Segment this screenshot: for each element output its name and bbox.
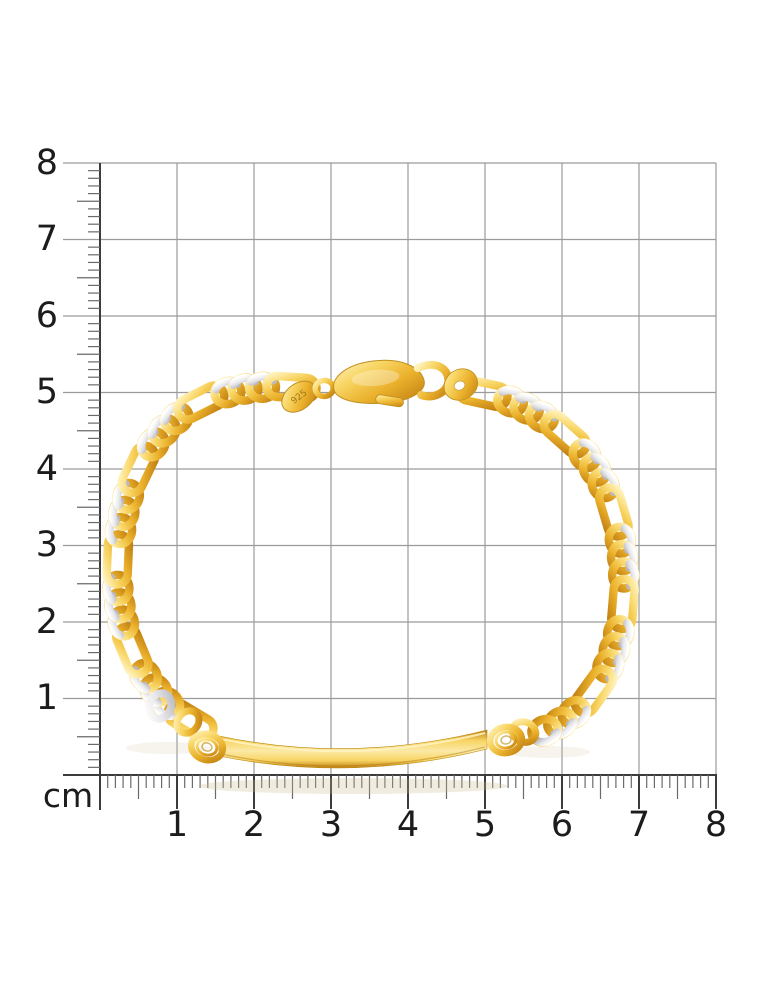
y-tick-label-4: 4 — [35, 449, 58, 489]
y-tick-label-5: 5 — [35, 372, 58, 412]
measurement-grid — [63, 162, 717, 775]
plate-connector-right — [486, 723, 526, 757]
y-tick-label-8: 8 — [35, 143, 58, 183]
x-tick-label-5: 5 — [473, 805, 497, 845]
hallmark-tag: 925 — [281, 380, 317, 413]
y-tick-label-1: 1 — [35, 678, 58, 718]
unit-label-cm: cm — [42, 776, 94, 815]
bracelet: 925 — [102, 359, 640, 794]
clasp-trigger — [375, 394, 404, 408]
x-tick-label-3: 3 — [319, 805, 343, 845]
end-connector — [443, 368, 478, 401]
axis-rulers — [63, 163, 717, 810]
y-tick-label-6: 6 — [35, 296, 58, 336]
joiner-link — [173, 707, 203, 737]
y-tick-label-7: 7 — [35, 219, 58, 259]
x-tick-label-4: 4 — [396, 805, 420, 845]
y-tick-label-3: 3 — [35, 525, 58, 565]
figaro-chain-left — [102, 371, 321, 744]
id-plate — [218, 729, 488, 769]
white-gold-accent-link — [144, 689, 176, 723]
figaro-chain-right — [453, 375, 640, 747]
x-tick-label-1: 1 — [165, 805, 189, 845]
jump-ring — [312, 377, 336, 400]
x-tick-label-8: 8 — [704, 805, 728, 845]
x-tick-label-6: 6 — [550, 805, 574, 845]
lobster-clasp: 925 — [281, 359, 478, 413]
clasp-body — [333, 359, 425, 405]
x-tick-label-7: 7 — [627, 805, 651, 845]
plate-connector-left — [187, 730, 227, 764]
y-tick-label-2: 2 — [35, 602, 58, 642]
x-tick-label-2: 2 — [242, 805, 266, 845]
